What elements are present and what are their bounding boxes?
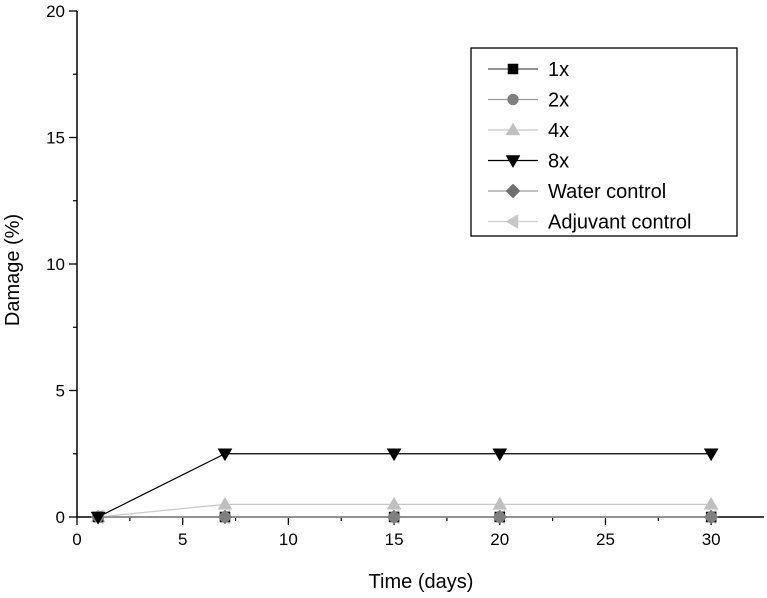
x-tick-label: 0 [72, 530, 81, 549]
data-point [386, 496, 402, 510]
series-line [98, 503, 712, 518]
legend-label: 2x [548, 90, 569, 112]
legend-marker [505, 214, 519, 229]
series-8x [90, 448, 719, 525]
data-point [705, 511, 717, 523]
x-tick-label: 10 [279, 530, 298, 549]
data-point [492, 496, 508, 510]
series-layer [90, 448, 719, 525]
x-tick-label: 20 [490, 530, 509, 549]
legend-label: 8x [548, 151, 569, 173]
data-point [386, 448, 402, 462]
x-tick-label: 25 [596, 530, 615, 549]
data-point [219, 511, 231, 523]
legend-marker [505, 183, 521, 199]
y-tick-label: 0 [56, 508, 65, 527]
legend-label: Water control [548, 181, 666, 203]
legend-item: 1x [488, 59, 569, 81]
y-tick-label: 15 [46, 129, 65, 148]
data-point [217, 496, 233, 510]
legend-item: 2x [488, 90, 569, 112]
legend-item: Water control [488, 181, 666, 203]
series-4x [90, 496, 719, 523]
legend-marker [505, 155, 521, 168]
legend-item: Adjuvant control [488, 212, 691, 234]
legend-label: 4x [548, 120, 569, 142]
legend-item: 4x [488, 120, 569, 142]
series-2x [92, 511, 717, 523]
y-tick-label: 10 [46, 255, 65, 274]
data-point [703, 496, 719, 510]
y-tick-label: 5 [56, 382, 65, 401]
legend-label: Adjuvant control [548, 212, 691, 234]
data-point [703, 448, 719, 462]
y-tick-label: 20 [46, 2, 65, 21]
y-axis-title: Damage (%) [2, 214, 24, 326]
legend-item: 8x [488, 151, 569, 173]
data-point [492, 448, 508, 462]
legend-box [470, 47, 738, 237]
data-point [494, 511, 506, 523]
legend-marker [507, 93, 519, 106]
x-tick-label: 30 [702, 530, 721, 549]
legend-marker [507, 63, 519, 75]
legend: 1x 2x 4x 8x Water control Adjuvant control [470, 47, 738, 237]
data-point [90, 511, 106, 525]
data-point [217, 448, 233, 462]
legend-label: 1x [548, 59, 569, 81]
x-tick-label: 15 [385, 530, 404, 549]
data-point [388, 511, 400, 523]
legend-marker [505, 122, 521, 136]
x-axis-title: Time (days) [369, 571, 474, 593]
x-tick-label: 5 [178, 530, 187, 549]
